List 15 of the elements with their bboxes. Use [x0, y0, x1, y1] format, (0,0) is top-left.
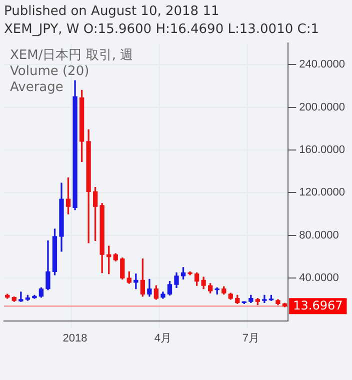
y-tick-label: 160.0000	[299, 144, 346, 156]
annotation: Average	[10, 80, 64, 96]
chart-title: Published on August 10, 2018 11	[4, 4, 220, 20]
x-tick-label: 7月	[242, 332, 260, 344]
y-tick-label: 240.0000	[299, 58, 346, 71]
ref-line-label: 13.6967	[293, 298, 343, 312]
x-tick-label: 2018	[62, 332, 88, 344]
annotation: XEM/日本円 取引, 週	[10, 48, 134, 64]
y-tick-label: 120.0000	[299, 186, 346, 199]
y-tick-label: 200.0000	[299, 101, 346, 114]
y-tick-label: 80.0000	[299, 229, 339, 242]
y-tick-label: 40.0000	[299, 272, 339, 284]
annotation: Volume (20)	[10, 64, 90, 80]
chart-subtitle: XEM_JPY, W O:15.9600 H:16.4690 L:13.0010 C:1	[4, 22, 319, 37]
x-tick-label: 4月	[154, 332, 172, 344]
